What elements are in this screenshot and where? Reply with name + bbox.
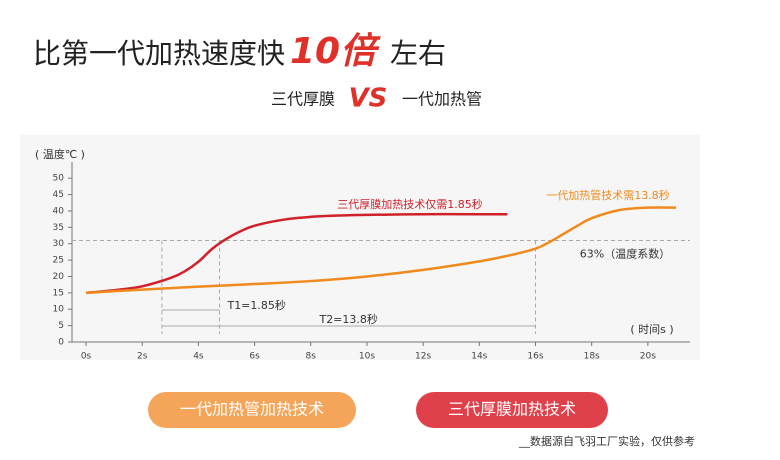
y-tick-label: 25 bbox=[53, 256, 64, 266]
button-left-label[interactable]: 一代加热管加热技术 bbox=[180, 400, 324, 419]
x-tick-label: 0s bbox=[81, 352, 92, 362]
y-tick-label: 5 bbox=[58, 321, 64, 331]
subtitle-left: 三代厚膜 bbox=[271, 90, 335, 109]
button-left[interactable] bbox=[148, 392, 356, 428]
x-tick-label: 16s bbox=[527, 352, 543, 362]
series-label: 一代加热管技术需13.8秒 bbox=[546, 188, 670, 202]
x-axis-label: ( 时间s ) bbox=[630, 323, 673, 336]
title-highlight: 10倍 bbox=[290, 31, 381, 72]
hline-label: 63%（温度系数） bbox=[580, 246, 670, 260]
y-tick-label: 40 bbox=[53, 206, 65, 216]
subtitle-right: 一代加热管 bbox=[402, 90, 482, 109]
button-right-label[interactable]: 三代厚膜加热技术 bbox=[448, 400, 576, 419]
x-tick-label: 2s bbox=[137, 352, 148, 362]
y-tick-label: 15 bbox=[53, 288, 64, 298]
y-axis-label: ( 温度℃ ) bbox=[35, 147, 85, 161]
x-tick-label: 10s bbox=[359, 352, 375, 362]
title: 比第一代加热速度快 bbox=[33, 37, 285, 70]
chart-background bbox=[20, 135, 700, 360]
y-tick-label: 30 bbox=[53, 239, 65, 249]
x-tick-label: 20s bbox=[640, 352, 656, 362]
y-tick-label: 20 bbox=[53, 272, 65, 282]
series-line bbox=[85, 212, 508, 295]
button-right[interactable] bbox=[416, 392, 608, 428]
x-tick-label: 4s bbox=[193, 352, 204, 362]
t2-label: T2=13.8秒 bbox=[318, 312, 377, 326]
series-label: 三代厚膜加热技术仅需1.85秒 bbox=[337, 197, 483, 211]
x-tick-label: 14s bbox=[471, 352, 487, 362]
footnote: __数据源自飞羽工厂实验，仅供参考 bbox=[518, 434, 695, 448]
title-suffix: 左右 bbox=[390, 37, 446, 70]
series-line bbox=[85, 206, 676, 295]
x-tick-label: 8s bbox=[306, 352, 317, 362]
x-tick-label: 6s bbox=[249, 352, 260, 362]
y-tick-label: 0 bbox=[58, 338, 64, 348]
x-tick-label: 12s bbox=[415, 352, 431, 362]
y-tick-label: 50 bbox=[53, 174, 65, 184]
x-tick-label: 18s bbox=[584, 352, 600, 362]
y-tick-label: 10 bbox=[53, 305, 65, 315]
t1-label: T1=1.85秒 bbox=[226, 298, 285, 312]
subtitle-vs: VS bbox=[349, 84, 388, 114]
y-tick-label: 35 bbox=[53, 223, 64, 233]
y-tick-label: 45 bbox=[53, 190, 64, 200]
